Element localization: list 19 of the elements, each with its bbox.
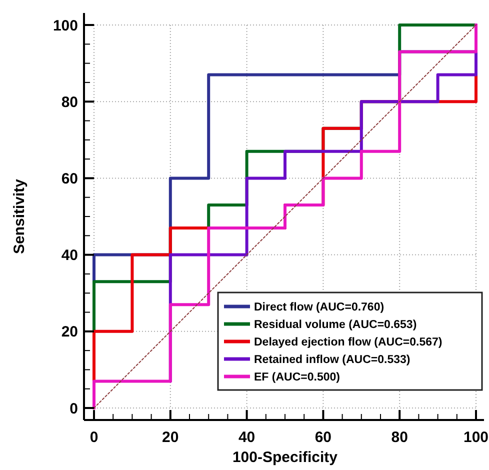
legend-label: Delayed ejection flow (AUC=0.567): [254, 336, 442, 349]
x-tick-label: 60: [314, 429, 332, 446]
y-tick-label: 100: [52, 17, 78, 34]
y-tick-label: 60: [61, 170, 78, 188]
legend-label: Residual volume (AUC=0.653): [254, 319, 417, 332]
x-axis-title: 100-Specificity: [232, 449, 338, 466]
y-tick-label: 0: [70, 400, 78, 418]
y-axis-title: Sensitivity: [11, 178, 28, 254]
y-tick-label: 80: [61, 94, 78, 111]
legend-label: Retained inflow (AUC=0.533): [254, 354, 410, 366]
x-tick-label: 80: [391, 429, 408, 446]
legend-label: EF (AUC=0.500): [254, 372, 340, 384]
y-tick-label: 40: [61, 247, 78, 264]
x-tick-label: 40: [238, 429, 256, 446]
y-tick-label: 20: [61, 324, 78, 341]
x-tick-label: 100: [463, 429, 489, 446]
x-tick-label: 0: [90, 429, 98, 446]
legend-label: Direct flow (AUC=0.760): [254, 302, 384, 314]
x-tick-label: 20: [162, 429, 179, 446]
